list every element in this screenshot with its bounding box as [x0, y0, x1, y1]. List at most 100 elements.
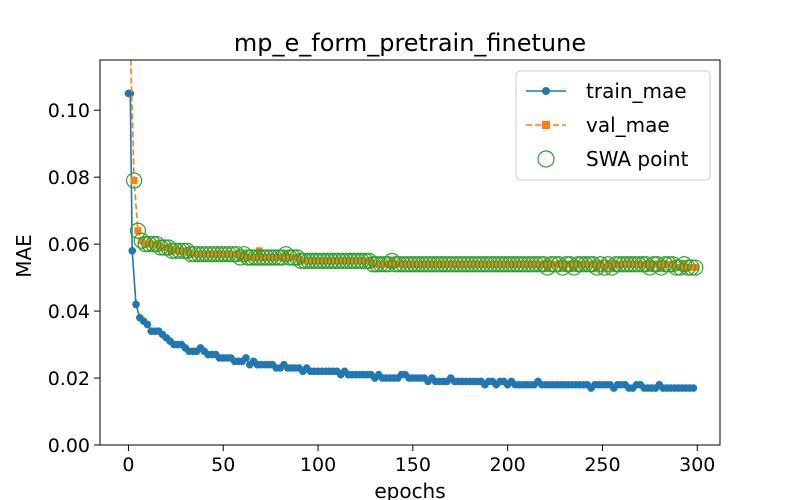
- x-tick-label: 150: [395, 454, 431, 476]
- swa-point: [679, 259, 696, 276]
- swa-point: [285, 249, 302, 266]
- swa-point: [361, 252, 378, 269]
- swa-point: [383, 252, 401, 269]
- data-point: [130, 177, 138, 185]
- legend-label: train_mae: [586, 79, 687, 103]
- data-point: [126, 89, 135, 98]
- swa-point: [675, 256, 693, 273]
- data-point: [143, 320, 152, 329]
- x-tick-label: 100: [300, 454, 336, 476]
- swa-point: [349, 252, 366, 269]
- swa-point: [550, 256, 567, 273]
- swa-point: [126, 172, 143, 189]
- swa-point: [368, 256, 385, 273]
- x-tick-label: 0: [122, 454, 134, 476]
- y-tick-label: 0.02: [48, 368, 90, 390]
- swa-point: [603, 259, 621, 276]
- swa-point: [277, 246, 294, 263]
- legend-frame: [515, 70, 711, 181]
- swa-point: [596, 259, 613, 276]
- legend-marker: [537, 150, 555, 168]
- swa-point: [167, 242, 184, 259]
- data-point: [657, 264, 665, 272]
- x-tick-label: 250: [584, 454, 620, 476]
- legend-marker: [542, 121, 550, 129]
- y-axis: 0.00 0.02 0.04 0.06 0.08 0.10: [48, 100, 100, 457]
- data-point: [128, 247, 137, 255]
- data-point: [134, 227, 142, 235]
- series-swa-point: [126, 172, 704, 276]
- swa-point: [217, 246, 234, 263]
- swa-point: [152, 239, 169, 256]
- y-axis-title: MAE: [12, 234, 36, 278]
- swa-point: [524, 256, 541, 273]
- swa-point: [148, 236, 165, 253]
- swa-point: [262, 249, 279, 266]
- legend-label: SWA point: [586, 147, 689, 171]
- swa-point: [353, 252, 370, 269]
- data-point: [680, 260, 688, 268]
- plot-frame: [99, 59, 721, 446]
- swa-point: [641, 259, 658, 276]
- data-point: [289, 254, 297, 262]
- data-point: [559, 264, 567, 272]
- series-train-mae: [124, 89, 698, 392]
- swa-point: [664, 256, 681, 273]
- y-tick-label: 0.06: [48, 234, 90, 256]
- swa-point: [281, 249, 298, 266]
- chart-title: mp_e_form_pretrain_finetune: [234, 29, 586, 57]
- swa-point: [656, 256, 674, 273]
- swa-point: [129, 222, 147, 239]
- swa-point: [687, 259, 704, 276]
- data-point: [132, 300, 140, 309]
- y-tick-label: 0.10: [48, 100, 90, 122]
- data-point: [138, 237, 146, 245]
- swa-point: [683, 259, 700, 276]
- legend-marker: [542, 87, 550, 95]
- swa-point: [228, 246, 245, 263]
- swa-point: [224, 246, 241, 263]
- data-point: [672, 264, 680, 272]
- swa-point: [156, 239, 173, 256]
- data-point: [242, 354, 250, 362]
- y-tick-label: 0.04: [48, 301, 90, 323]
- plot-area: [124, 40, 704, 392]
- data-point: [388, 257, 396, 265]
- data-point: [665, 260, 673, 268]
- data-point: [689, 384, 698, 392]
- swa-point: [637, 256, 655, 273]
- data-point: [543, 264, 551, 272]
- data-point: [160, 243, 168, 251]
- data-point: [127, 40, 134, 47]
- swa-point: [554, 259, 571, 276]
- swa-point: [581, 256, 598, 273]
- y-tick-label: 0.00: [48, 435, 90, 457]
- swa-point: [160, 239, 177, 256]
- swa-point: [289, 249, 306, 266]
- data-point: [551, 260, 559, 268]
- x-axis: 0 50 100 150 200 250 300: [122, 445, 715, 476]
- swa-point: [144, 236, 162, 253]
- swa-point: [626, 256, 643, 273]
- data-point: [282, 250, 290, 258]
- swa-point: [565, 259, 583, 276]
- x-tick-label: 200: [490, 454, 526, 476]
- y-tick-label: 0.08: [48, 167, 90, 189]
- x-tick-label: 300: [679, 454, 715, 476]
- x-tick-label: 50: [211, 454, 235, 476]
- x-axis-title: epochs: [374, 479, 445, 500]
- swa-point: [141, 236, 158, 253]
- swa-point: [171, 242, 188, 259]
- swa-point: [175, 242, 192, 259]
- legend: train_mae val_mae SWA point: [515, 70, 711, 181]
- legend-label: val_mae: [586, 113, 670, 137]
- swa-point: [573, 256, 590, 273]
- swa-point: [357, 252, 374, 269]
- data-point: [646, 264, 654, 272]
- swa-point: [133, 232, 150, 249]
- data-point: [688, 264, 696, 272]
- swa-point: [137, 236, 154, 253]
- data-point: [570, 264, 578, 272]
- swa-point: [179, 242, 196, 259]
